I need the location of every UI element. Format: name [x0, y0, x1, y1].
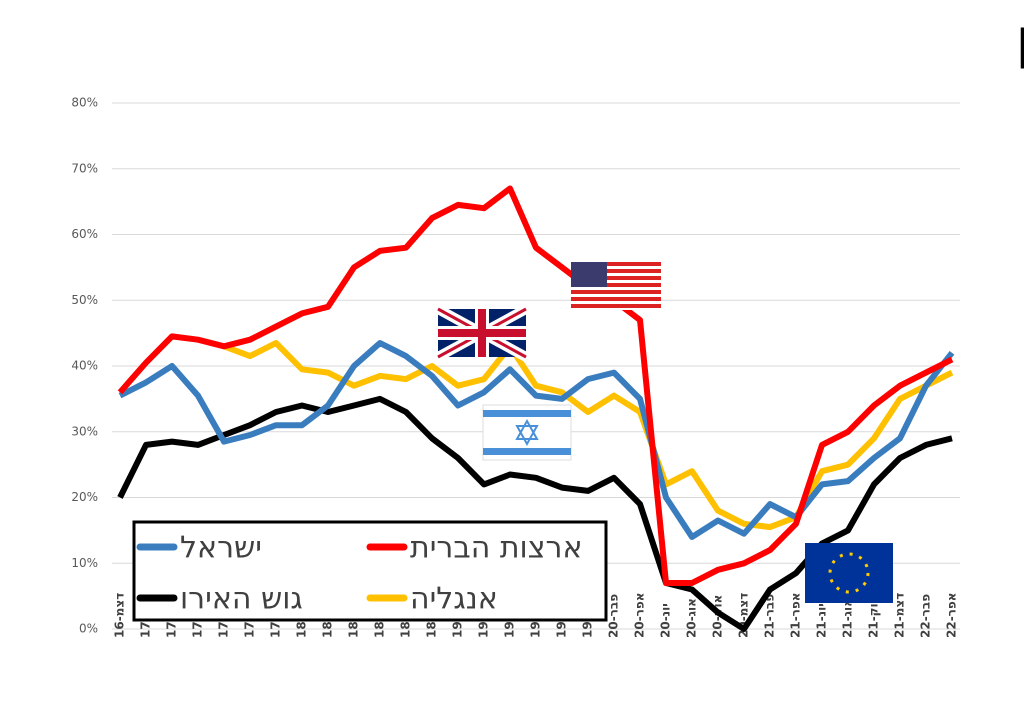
- y-tick-label: 30%: [71, 424, 98, 438]
- flag-uk: [435, 304, 529, 362]
- flag-israel: [482, 404, 572, 461]
- flag-us: [571, 262, 661, 310]
- x-tick-label: דצמ-16: [113, 593, 127, 638]
- x-tick-label: פבר-21: [763, 594, 777, 638]
- legend-label: גוש האירו: [180, 582, 303, 617]
- y-tick-label: 70%: [71, 161, 98, 175]
- x-tick-label: אפר-22: [945, 592, 959, 638]
- y-tick-label: 60%: [71, 227, 98, 241]
- flags: [435, 262, 893, 603]
- y-tick-label: 0%: [79, 622, 98, 636]
- y-tick-label: 40%: [71, 359, 98, 373]
- x-tick-label: פבר-22: [919, 594, 933, 638]
- x-tick-label: אוג-21: [841, 598, 855, 638]
- legend-label: אנגליה: [410, 582, 498, 617]
- x-tick-label: אפר-21: [789, 592, 803, 638]
- y-tick-label: 20%: [71, 490, 98, 504]
- x-tick-label: יונ-20: [659, 603, 673, 638]
- legend-label: ארצות הברית: [410, 531, 583, 566]
- x-tick-label: דצמ-21: [893, 593, 907, 638]
- x-tick-label: פבר-20: [607, 594, 621, 638]
- x-tick-label: אוג-20: [685, 598, 699, 638]
- x-tick-label: אוק-21: [867, 595, 881, 638]
- chart-title: התפתחות הברומטרים לאורך זמן: [1016, 9, 1024, 69]
- x-tick-label: יונ-21: [815, 603, 829, 638]
- y-tick-label: 50%: [71, 293, 98, 307]
- series-line: [118, 340, 955, 540]
- legend: ישראל ארצות הברית גוש האירו אנגליה: [136, 531, 583, 617]
- x-tick-label: אפר-20: [633, 592, 647, 638]
- y-tick-label: 80%: [71, 96, 98, 110]
- legend-box: [132, 520, 608, 622]
- legend-label: ישראל: [180, 531, 262, 566]
- flag-eu: [805, 543, 893, 603]
- series-line: [117, 185, 954, 586]
- y-tick-label: 10%: [71, 556, 98, 570]
